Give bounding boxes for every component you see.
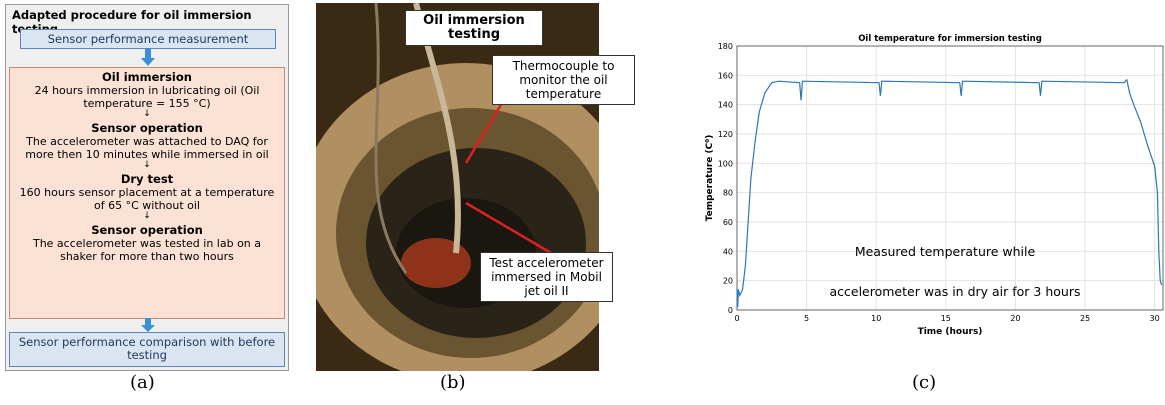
x-tick-label: 30 bbox=[1150, 314, 1160, 323]
y-axis-label: Temperature (C⁰) bbox=[705, 135, 715, 222]
page: Adapted procedure for oil immersion test… bbox=[0, 0, 1165, 405]
caption: (c) bbox=[912, 372, 936, 393]
x-axis-label: Time (hours) bbox=[918, 327, 983, 337]
x-tick-label: 20 bbox=[1010, 314, 1020, 323]
annotation: accelerometer was in dry air for 3 hours bbox=[829, 284, 1080, 299]
x-tick-label: 0 bbox=[734, 314, 739, 323]
y-tick-label: 20 bbox=[723, 277, 733, 286]
plot-area bbox=[737, 46, 1163, 310]
y-tick-label: 160 bbox=[718, 71, 733, 80]
y-tick-label: 80 bbox=[723, 189, 733, 198]
y-tick-label: 0 bbox=[728, 306, 733, 315]
annotation: Measured temperature while bbox=[855, 244, 1036, 259]
y-tick-label: 40 bbox=[723, 247, 733, 256]
caption: (a) bbox=[130, 372, 155, 393]
x-tick-label: 25 bbox=[1080, 314, 1090, 323]
x-tick-label: 15 bbox=[941, 314, 951, 323]
x-tick-label: 5 bbox=[804, 314, 809, 323]
chart: 0 20 40 60 80 100 120 140 160 180 0 5 10 15 20 25 30 Oil … bbox=[0, 0, 1165, 370]
chart-title: Oil temperature for immersion testing bbox=[858, 34, 1042, 44]
y-tick-label: 60 bbox=[723, 218, 733, 227]
y-tick-label: 180 bbox=[718, 42, 733, 51]
y-tick-label: 120 bbox=[718, 130, 733, 139]
y-tick-label: 100 bbox=[718, 159, 733, 168]
x-tick-label: 10 bbox=[871, 314, 881, 323]
caption: (b) bbox=[440, 372, 466, 393]
y-tick-label: 140 bbox=[718, 101, 733, 110]
